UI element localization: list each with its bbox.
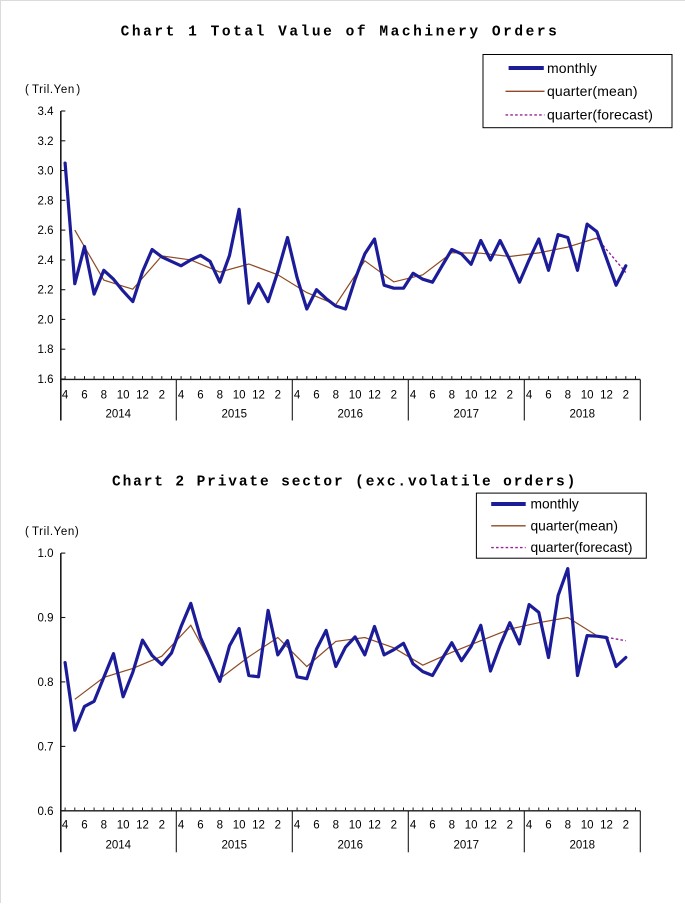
svg-text:2015: 2015 (222, 840, 248, 852)
svg-text:12: 12 (136, 389, 149, 401)
svg-text:2: 2 (159, 820, 165, 832)
svg-text:10: 10 (465, 389, 478, 401)
svg-text:0.8: 0.8 (38, 677, 54, 689)
svg-text:10: 10 (349, 389, 362, 401)
svg-text:8: 8 (101, 389, 107, 401)
svg-text:2.8: 2.8 (38, 195, 54, 207)
svg-text:2.6: 2.6 (38, 225, 54, 237)
svg-text:0.6: 0.6 (38, 806, 54, 818)
svg-text:0.7: 0.7 (38, 741, 54, 753)
svg-text:monthly: monthly (531, 497, 579, 512)
svg-text:4: 4 (178, 820, 185, 832)
svg-text:2018: 2018 (570, 409, 596, 421)
svg-text:12: 12 (368, 389, 381, 401)
svg-text:2: 2 (623, 820, 629, 832)
svg-text:2018: 2018 (570, 840, 596, 852)
svg-text:2.0: 2.0 (38, 314, 54, 326)
svg-text:12: 12 (136, 820, 149, 832)
svg-text:10: 10 (349, 820, 362, 832)
svg-text:4: 4 (410, 389, 417, 401)
svg-text:12: 12 (368, 820, 381, 832)
svg-text:2015: 2015 (222, 409, 248, 421)
svg-text:1.8: 1.8 (38, 344, 54, 356)
svg-text:2: 2 (507, 389, 513, 401)
svg-text:1.0: 1.0 (38, 548, 54, 560)
svg-text:1.6: 1.6 (38, 374, 54, 386)
svg-text:2017: 2017 (454, 409, 480, 421)
svg-text:8: 8 (565, 820, 571, 832)
svg-text:quarter(mean): quarter(mean) (547, 83, 638, 99)
svg-text:quarter(mean): quarter(mean) (531, 518, 618, 533)
svg-text:2: 2 (275, 820, 281, 832)
svg-text:3.2: 3.2 (38, 136, 54, 148)
svg-text:8: 8 (449, 389, 455, 401)
svg-text:Chart 1 Total Value of Machine: Chart 1 Total Value of Machinery Orders (121, 25, 560, 41)
svg-text:12: 12 (600, 389, 613, 401)
svg-text:2: 2 (159, 389, 165, 401)
svg-text:12: 12 (252, 389, 265, 401)
svg-text:(Tril.Yen): (Tril.Yen) (25, 526, 79, 538)
svg-text:12: 12 (252, 820, 265, 832)
svg-text:8: 8 (101, 820, 107, 832)
svg-text:10: 10 (581, 820, 594, 832)
svg-text:4: 4 (526, 820, 533, 832)
svg-text:6: 6 (313, 820, 319, 832)
svg-text:8: 8 (333, 389, 339, 401)
svg-text:12: 12 (484, 389, 497, 401)
svg-text:2.2: 2.2 (38, 285, 54, 297)
svg-text:4: 4 (294, 820, 301, 832)
svg-text:2016: 2016 (338, 409, 364, 421)
svg-text:6: 6 (429, 389, 435, 401)
svg-text:8: 8 (217, 389, 223, 401)
svg-text:4: 4 (178, 389, 185, 401)
svg-text:8: 8 (217, 820, 223, 832)
svg-text:2: 2 (623, 389, 629, 401)
svg-text:4: 4 (294, 389, 301, 401)
svg-text:4: 4 (62, 389, 69, 401)
svg-text:2014: 2014 (106, 409, 132, 421)
svg-text:2014: 2014 (106, 840, 132, 852)
svg-text:0.9: 0.9 (38, 613, 54, 625)
svg-text:Chart 2 Private sector (exc.vo: Chart 2 Private sector (exc.volatile ord… (112, 474, 577, 490)
svg-text:(Tril.Yen): (Tril.Yen) (25, 84, 81, 96)
svg-text:monthly: monthly (547, 60, 597, 76)
svg-text:4: 4 (62, 820, 69, 832)
svg-text:2: 2 (391, 389, 397, 401)
svg-text:10: 10 (233, 820, 246, 832)
svg-text:10: 10 (117, 820, 130, 832)
svg-text:3.0: 3.0 (38, 166, 54, 178)
svg-text:6: 6 (81, 389, 87, 401)
svg-text:10: 10 (581, 389, 594, 401)
svg-text:10: 10 (465, 820, 478, 832)
svg-text:8: 8 (565, 389, 571, 401)
svg-text:4: 4 (526, 389, 533, 401)
svg-text:8: 8 (449, 820, 455, 832)
svg-text:2: 2 (391, 820, 397, 832)
svg-text:10: 10 (117, 389, 130, 401)
svg-text:6: 6 (197, 820, 203, 832)
svg-text:6: 6 (545, 820, 551, 832)
svg-text:8: 8 (333, 820, 339, 832)
svg-text:6: 6 (81, 820, 87, 832)
svg-text:3.4: 3.4 (38, 106, 55, 118)
svg-text:10: 10 (233, 389, 246, 401)
svg-text:12: 12 (600, 820, 613, 832)
svg-text:6: 6 (429, 820, 435, 832)
svg-text:2016: 2016 (338, 840, 364, 852)
svg-text:12: 12 (484, 820, 497, 832)
svg-text:2017: 2017 (454, 840, 480, 852)
svg-text:2: 2 (507, 820, 513, 832)
svg-text:2.4: 2.4 (38, 255, 55, 267)
svg-text:6: 6 (313, 389, 319, 401)
svg-text:6: 6 (197, 389, 203, 401)
svg-text:6: 6 (545, 389, 551, 401)
svg-text:quarter(forecast): quarter(forecast) (547, 107, 653, 123)
svg-text:4: 4 (410, 820, 417, 832)
svg-text:quarter(forecast): quarter(forecast) (531, 540, 633, 555)
svg-text:2: 2 (275, 389, 281, 401)
